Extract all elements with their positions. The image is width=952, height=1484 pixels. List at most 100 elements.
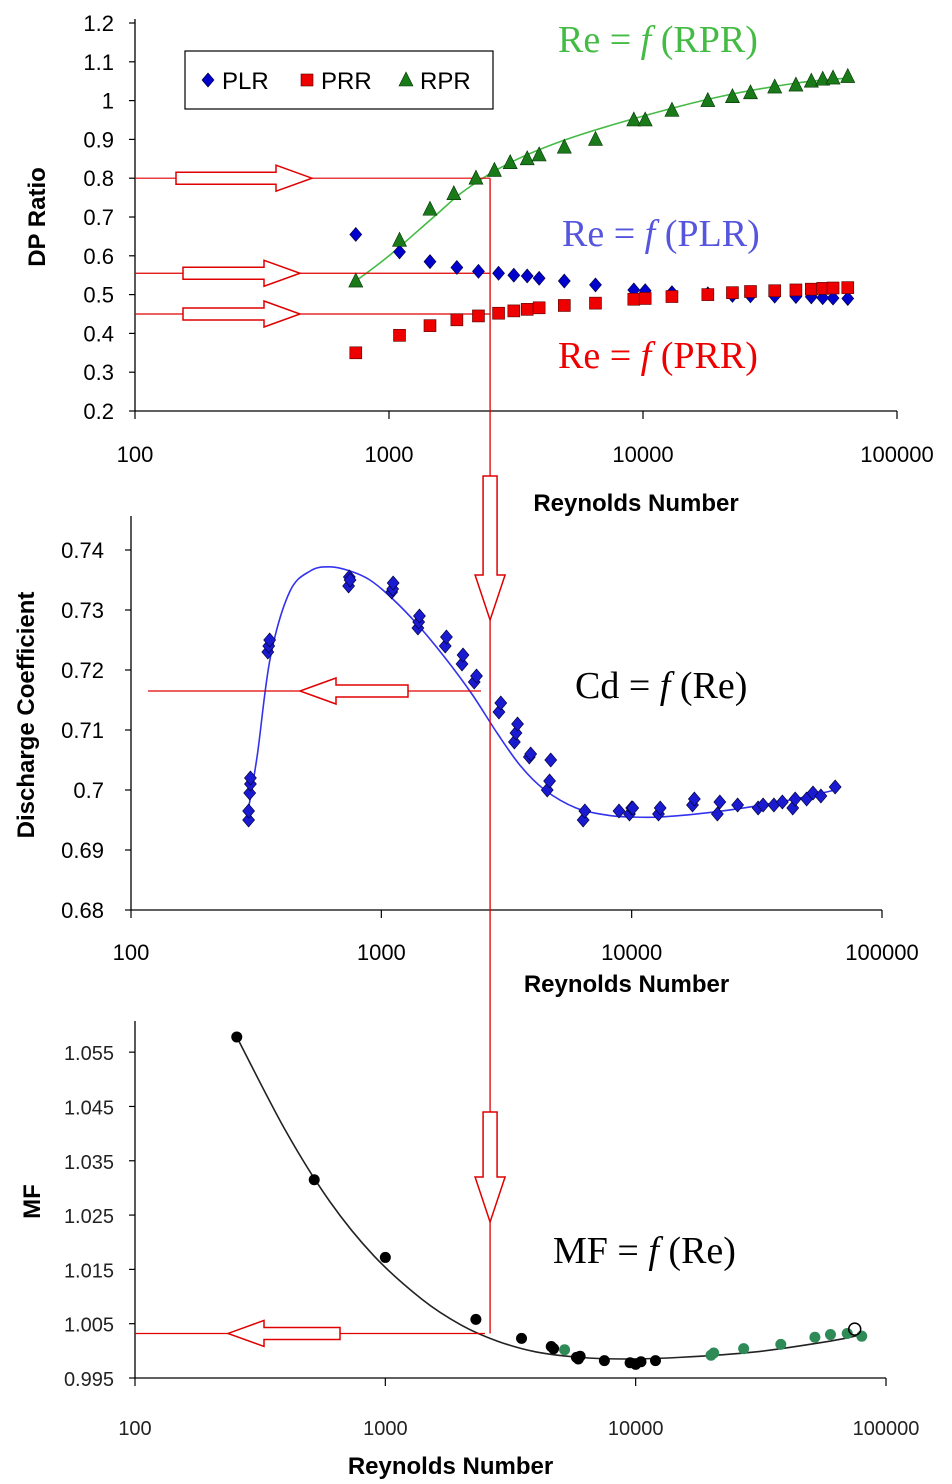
y-tick-label: 0.9 bbox=[83, 127, 114, 152]
y-tick-label: 0.5 bbox=[83, 283, 114, 308]
data-point bbox=[841, 291, 855, 306]
series-prr bbox=[349, 281, 855, 360]
data-point bbox=[710, 806, 724, 822]
data-point bbox=[456, 647, 470, 663]
data-point bbox=[589, 296, 602, 310]
data-point bbox=[231, 1031, 243, 1043]
data-point bbox=[556, 138, 572, 154]
data-point bbox=[492, 306, 505, 320]
data-point bbox=[589, 277, 602, 293]
x-tick-label: 100 bbox=[118, 1418, 151, 1440]
y-axis-label: MF bbox=[19, 1184, 46, 1219]
data-point bbox=[455, 656, 469, 672]
data-point bbox=[349, 226, 363, 242]
y-tick-label: 0.69 bbox=[61, 838, 104, 863]
data-point bbox=[701, 288, 715, 301]
y-tick-label: 0.6 bbox=[83, 244, 114, 269]
y-tick-label: 0.71 bbox=[61, 718, 104, 743]
y-axis-label: DP Ratio bbox=[24, 167, 51, 267]
discharge-coefficient-chart: 0.68 0.69 0.7 0.71 0.72 0.73 0.74 100 1000 10000 1… bbox=[13, 516, 919, 998]
data-point bbox=[544, 752, 558, 768]
data-point bbox=[724, 88, 740, 104]
data-point bbox=[598, 1355, 610, 1367]
data-point bbox=[578, 803, 592, 819]
data-point bbox=[738, 1343, 750, 1355]
data-point bbox=[814, 788, 828, 804]
x-axis-label: Reynolds Number bbox=[533, 490, 738, 517]
data-point bbox=[519, 150, 535, 166]
series-rpr bbox=[348, 67, 856, 288]
data-point bbox=[841, 1327, 853, 1339]
x-tick-label: 100 bbox=[117, 442, 154, 467]
data-point bbox=[470, 668, 483, 684]
y-tick-label: 1.055 bbox=[64, 1043, 114, 1065]
data-point bbox=[840, 67, 856, 83]
data-point bbox=[531, 146, 547, 162]
data-point bbox=[494, 695, 508, 711]
data-point bbox=[511, 716, 524, 732]
x-tick-label: 1000 bbox=[357, 940, 406, 965]
data-point bbox=[392, 231, 407, 247]
data-point bbox=[243, 785, 257, 801]
y-tick-label: 1 bbox=[102, 89, 114, 114]
data-point bbox=[348, 272, 364, 288]
y-tick-label: 1.015 bbox=[64, 1260, 114, 1282]
data-point bbox=[308, 1174, 320, 1186]
data-point bbox=[492, 265, 505, 281]
data-point bbox=[263, 632, 277, 648]
data-point bbox=[731, 797, 745, 813]
data-point bbox=[826, 281, 840, 295]
data-point bbox=[532, 301, 546, 315]
data-point bbox=[472, 263, 485, 279]
series-set-0 bbox=[242, 569, 842, 828]
data-point bbox=[788, 791, 802, 807]
series-set-0 bbox=[231, 1031, 661, 1370]
x-tick-label: 1000 bbox=[365, 442, 414, 467]
data-point bbox=[626, 800, 640, 816]
data-point bbox=[756, 797, 770, 813]
data-point bbox=[713, 794, 727, 810]
fit-curve bbox=[247, 565, 836, 819]
y-tick-label: 1.035 bbox=[64, 1152, 114, 1174]
data-point bbox=[726, 286, 739, 299]
data-point bbox=[744, 285, 757, 298]
data-point bbox=[612, 803, 626, 819]
data-point bbox=[789, 283, 803, 297]
legend-marker bbox=[300, 73, 314, 87]
data-point bbox=[393, 329, 406, 342]
legend-entry: PRR bbox=[321, 68, 372, 95]
data-point bbox=[767, 78, 783, 94]
data-point bbox=[815, 70, 831, 86]
data-point bbox=[507, 304, 521, 318]
y-tick-label: 0.72 bbox=[61, 658, 104, 683]
data-point bbox=[244, 770, 257, 786]
data-point bbox=[824, 1329, 836, 1341]
data-point bbox=[841, 281, 855, 294]
data-point bbox=[440, 629, 453, 645]
data-point bbox=[665, 290, 679, 303]
data-point bbox=[559, 1344, 571, 1356]
data-point bbox=[557, 273, 571, 289]
legend-entry: RPR bbox=[420, 68, 471, 95]
data-point bbox=[825, 69, 841, 85]
y-tick-label: 0.3 bbox=[83, 360, 114, 385]
equation-annotation: Re = f (RPR) bbox=[558, 19, 758, 61]
y-tick-label: 1.005 bbox=[64, 1315, 114, 1337]
y-tick-label: 0.74 bbox=[61, 538, 104, 563]
data-point bbox=[532, 270, 546, 286]
data-point bbox=[548, 1343, 560, 1355]
data-point bbox=[393, 244, 406, 260]
y-tick-label: 1.1 bbox=[83, 50, 114, 75]
legend: PLR PRR RPR bbox=[184, 50, 494, 110]
data-point bbox=[637, 111, 653, 127]
data-point bbox=[379, 1251, 391, 1263]
data-point bbox=[828, 779, 842, 795]
x-axis-label: Reynolds Number bbox=[524, 971, 729, 998]
y-tick-label: 1.025 bbox=[64, 1206, 114, 1228]
guide-arrow-left bbox=[225, 1319, 341, 1348]
data-point bbox=[242, 803, 256, 819]
data-point bbox=[446, 185, 462, 201]
x-axis-label: Reynolds Number bbox=[348, 1453, 553, 1480]
x-tick-label: 1000 bbox=[363, 1418, 408, 1440]
y-tick-label: 0.73 bbox=[61, 598, 104, 623]
